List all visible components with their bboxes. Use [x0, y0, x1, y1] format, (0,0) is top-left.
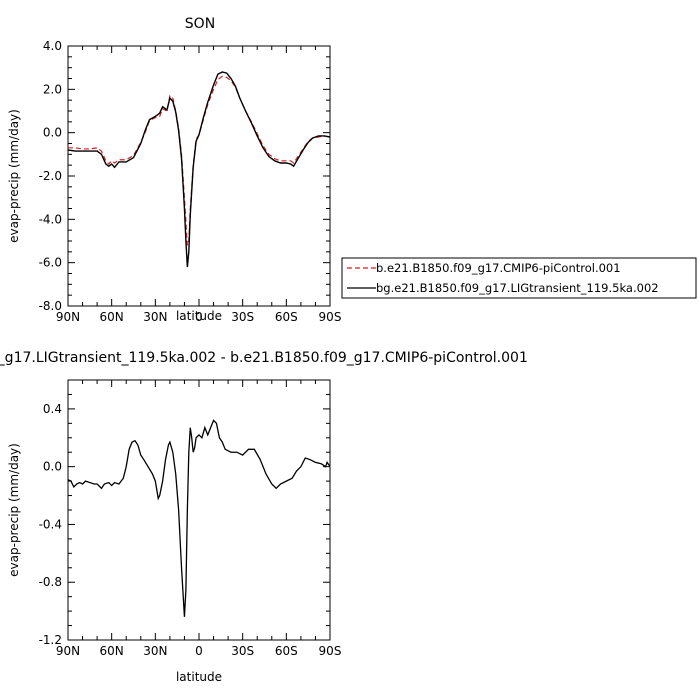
y-tick-label: -4.0	[39, 212, 62, 226]
x-tick-label: 60S	[275, 644, 298, 658]
series-line-difference	[67, 419, 331, 617]
y-tick-label: 0.0	[43, 126, 62, 140]
x-tick-label: 90N	[56, 310, 80, 324]
plot-frame-bottom	[67, 379, 331, 641]
y-axis-label-bottom: evap-precip (mm/day)	[7, 443, 21, 577]
y-tick-label: -2.0	[39, 169, 62, 183]
ticks-top	[67, 45, 331, 307]
series-line-picontrol	[68, 75, 331, 246]
x-tick-labels-bottom: 90N 60N 30N 0 30S 60S 90S	[56, 644, 342, 658]
x-tick-label: 30N	[143, 310, 167, 324]
x-tick-labels-top: 90N 60N 30N 0 30S 60S 90S	[56, 310, 342, 324]
x-tick-label: 90S	[319, 644, 342, 658]
x-tick-label: 30S	[231, 644, 254, 658]
legend-label-ligtransient: bg.e21.B1850.f09_g17.LIGtransient_119.5k…	[376, 281, 659, 295]
x-tick-label: 30N	[143, 644, 167, 658]
x-tick-label: 60S	[275, 310, 298, 324]
y-tick-label: -8.0	[39, 299, 62, 313]
y-tick-label: 2.0	[43, 82, 62, 96]
ticks-bottom	[67, 379, 331, 641]
y-tick-label: 0.4	[43, 402, 62, 416]
y-tick-labels-top: 4.0 2.0 0.0 -2.0 -4.0 -6.0 -8.0	[39, 39, 62, 313]
y-tick-label: 4.0	[43, 39, 62, 53]
title-bottom: bg.e21.B1850.f09_g17.LIGtransient_119.5k…	[0, 350, 528, 366]
legend-label-picontrol: b.e21.B1850.f09_g17.CMIP6-piControl.001	[376, 261, 621, 275]
panel-top: SON 90N 60N 30N 0 30S 60S 90S 4.0 2.0 0.…	[7, 16, 697, 324]
x-axis-label-bottom: latitude	[176, 670, 222, 684]
y-tick-label: -1.2	[39, 633, 62, 647]
y-axis-label-top: evap-precip (mm/day)	[7, 109, 21, 243]
y-tick-label: 0.0	[43, 460, 62, 474]
legend: b.e21.B1850.f09_g17.CMIP6-piControl.001 …	[341, 257, 697, 299]
x-axis-label-top: latitude	[176, 309, 222, 323]
legend-box	[341, 257, 697, 299]
panel-bottom: bg.e21.B1850.f09_g17.LIGtransient_119.5k…	[0, 350, 528, 684]
x-tick-label: 60N	[100, 310, 124, 324]
plot-frame-top	[67, 45, 331, 307]
x-tick-label: 60N	[100, 644, 124, 658]
y-tick-label: -0.8	[39, 575, 62, 589]
y-tick-label: -0.4	[39, 517, 62, 531]
x-tick-label: 90S	[319, 310, 342, 324]
series-line-ligtransient	[67, 71, 331, 268]
title-top: SON	[185, 16, 215, 32]
x-tick-label: 0	[195, 644, 203, 658]
y-tick-labels-bottom: 0.4 0.0 -0.4 -0.8 -1.2	[39, 402, 62, 647]
y-tick-label: -6.0	[39, 256, 62, 270]
x-tick-label: 90N	[56, 644, 80, 658]
x-tick-label: 30S	[231, 310, 254, 324]
x-tick-label: 0	[195, 310, 203, 324]
